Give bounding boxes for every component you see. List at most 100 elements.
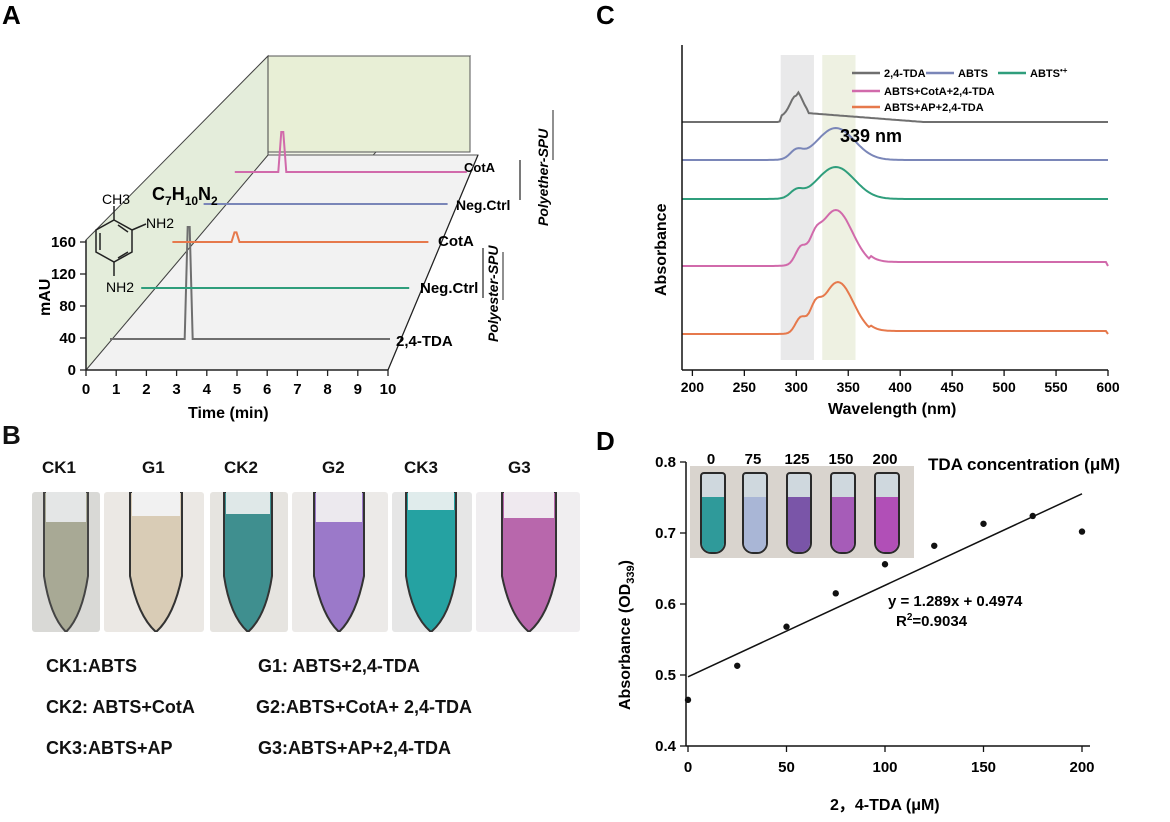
tube-photo-ck2	[210, 492, 288, 632]
panel-d-letter: D	[596, 426, 615, 456]
d-x-tick-label: 200	[1069, 759, 1094, 776]
tube-photo-g2	[292, 492, 388, 632]
panel-c-chart: C 200 250 300 350 400 450 500 550 600 Absorbance…	[596, 0, 1120, 418]
legend-g2: G2:ABTS+CotA+ 2,4-TDA	[256, 697, 473, 717]
c-x-axis-label: Wavelength (nm)	[828, 401, 956, 418]
d-inset-tube	[742, 472, 768, 554]
a-x-tick-label: 1	[112, 381, 120, 398]
c-series-line	[682, 90, 1108, 123]
c-x-tick-label: 200	[681, 379, 705, 395]
nh2-bottom-label: NH2	[106, 279, 134, 295]
tube-label-g3: G3	[508, 458, 531, 477]
panel-d-chart: D 0.4 0.5 0.6 0.7 0.8 0 50 100 150 200 Absorbance…	[596, 426, 1120, 814]
tube-photo-g1	[104, 492, 204, 632]
c-x-tick-label: 500	[992, 379, 1016, 395]
d-inset-tube-photo	[690, 466, 914, 558]
d-x-tick-label: 150	[971, 759, 996, 776]
a-x-tick-label: 6	[263, 381, 271, 398]
d-inset-label: 125	[784, 451, 809, 468]
d-fit-equation: y = 1.289x + 0.4974	[888, 593, 1023, 610]
c-x-tick-label: 300	[785, 379, 809, 395]
legend-ck3: CK3:ABTS+AP	[46, 738, 173, 758]
panel-c-letter: C	[596, 0, 615, 30]
d-data-point	[881, 561, 889, 568]
a-y-tick-label: 80	[59, 298, 76, 315]
d-fit-line	[687, 493, 1083, 678]
a-x-tick-label: 3	[172, 381, 180, 398]
c-series-line	[682, 165, 1108, 200]
series-label-negctrl-ester: Neg.Ctrl	[420, 280, 478, 297]
a-y-tick-label: 120	[51, 266, 76, 283]
tube-label-ck2: CK2	[224, 458, 259, 477]
d-y-axis-label: Absorbance (OD339)	[617, 560, 637, 710]
a-series-line	[172, 231, 429, 243]
a-x-tick-label: 0	[82, 381, 90, 398]
a-x-tick-label: 4	[203, 381, 212, 398]
svg-text:ABTS+CotA+2,4-TDA: ABTS+CotA+2,4-TDA	[884, 86, 995, 98]
c-x-tick-label: 600	[1096, 379, 1120, 395]
d-inset-label: 75	[745, 451, 762, 468]
c-series-line	[682, 126, 1108, 161]
tube-photo-g3	[476, 492, 580, 632]
c-x-tick-label: 350	[837, 379, 861, 395]
d-x-axis-label: 2，4-TDA (μM)	[830, 797, 940, 814]
d-data-point	[734, 662, 741, 669]
c-x-tick-label: 400	[889, 379, 913, 395]
tube-label-g1: G1	[142, 458, 165, 477]
a-x-tick-label: 8	[323, 381, 331, 398]
d-inset-title: TDA concentration (μM)	[928, 455, 1120, 474]
legend-g3: G3:ABTS+AP+2,4-TDA	[258, 738, 452, 758]
tube-label-ck3: CK3	[404, 458, 439, 477]
tube-photo-ck3	[392, 492, 472, 632]
a-x-tick-label: 7	[293, 381, 301, 398]
c-x-tick-label: 250	[733, 379, 757, 395]
svg-text:ABTS: ABTS	[958, 68, 988, 80]
d-inset-tube	[700, 472, 726, 554]
a-y-tick-label: 0	[68, 362, 76, 379]
d-x-tick-label: 100	[872, 759, 897, 776]
legend-ck2: CK2: ABTS+CotA	[46, 697, 195, 717]
d-data-point	[832, 590, 839, 597]
c-series-line	[682, 208, 1109, 267]
d-inset-label: 150	[828, 451, 853, 468]
a-x-tick-label: 10	[380, 381, 397, 398]
a-y-tick-label: 160	[51, 234, 76, 251]
back-wall-rear	[267, 55, 471, 153]
d-y-tick-label: 0.5	[655, 667, 676, 684]
d-inset-label: 0	[707, 451, 715, 468]
nh2-top-label: NH2	[146, 215, 174, 231]
series-label-negctrl-ether: Neg.Ctrl	[456, 197, 510, 213]
c-x-tick-label: 450	[940, 379, 964, 395]
y-axis-label: mAU	[37, 279, 54, 316]
d-inset-tube	[874, 472, 900, 554]
c-shaded-region	[822, 55, 856, 360]
panel-a-chart: A 0 40 80 120 160 0 1 2 3 4 5 6 7 8 9 10 mAU Time (min…	[2, 0, 554, 422]
d-r-squared: R2=0.9034	[896, 612, 968, 630]
d-y-tick-label: 0.6	[655, 596, 676, 613]
d-inset-tube	[786, 472, 812, 554]
ch3-label: CH3	[102, 191, 130, 207]
d-x-tick-label: 0	[684, 759, 692, 776]
d-inset-label: 200	[872, 451, 897, 468]
panel-b-letter: B	[2, 420, 21, 450]
panel-a-letter: A	[2, 0, 21, 30]
c-annotation-339: 339 nm	[840, 126, 902, 146]
tube-photo-ck1	[32, 492, 100, 632]
c-series-line	[682, 280, 1109, 335]
svg-text:ABTS+AP+2,4-TDA: ABTS+AP+2,4-TDA	[884, 102, 984, 114]
c-y-axis-label: Absorbance	[653, 203, 670, 296]
legend-ck1: CK1:ABTS	[46, 656, 138, 676]
compound-formula: C7H10N2	[152, 184, 218, 208]
a-x-tick-label: 2	[142, 381, 150, 398]
d-data-point	[783, 623, 790, 630]
c-legend: 2,4-TDA ABTS ABTS•+ ABTS+CotA+2,4-TDA AB…	[852, 66, 1068, 114]
group-label-polyester: Polyester-SPU	[485, 245, 501, 342]
a-series-line	[234, 131, 467, 173]
c-shaded-region	[780, 55, 814, 360]
toluene-diamine-structure	[95, 206, 147, 276]
a-x-tick-label: 9	[354, 381, 362, 398]
d-data-point	[931, 542, 938, 549]
legend-g1: G1: ABTS+2,4-TDA	[258, 656, 420, 676]
c-x-tick-label: 550	[1044, 379, 1068, 395]
d-inset-tube	[830, 472, 856, 554]
